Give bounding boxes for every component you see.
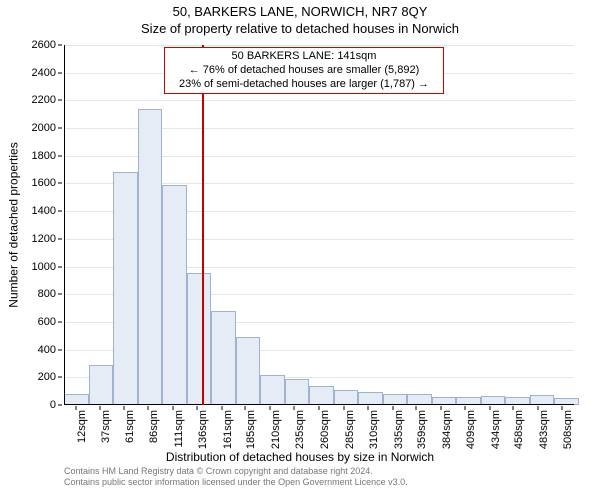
x-tick-label: 310sqm — [368, 410, 380, 449]
x-tick-label: 12sqm — [76, 410, 88, 443]
property-callout-box: 50 BARKERS LANE: 141sqm ← 76% of detache… — [164, 47, 444, 94]
y-tick-label: 400 — [24, 344, 56, 356]
callout-line-3: 23% of semi-detached houses are larger (… — [169, 78, 439, 92]
x-tick-label: 136sqm — [197, 410, 209, 449]
x-tick-label: 61sqm — [124, 410, 136, 443]
y-tick-label: 2000 — [24, 122, 56, 134]
y-tick-label: 1600 — [24, 177, 56, 189]
x-tick-label: 384sqm — [441, 410, 453, 449]
y-tick-label: 1200 — [24, 233, 56, 245]
y-tick-label: 1000 — [24, 261, 56, 273]
histogram-bar — [187, 273, 212, 405]
footer-attribution: Contains HM Land Registry data © Crown c… — [0, 466, 600, 489]
chart-title-main: 50, BARKERS LANE, NORWICH, NR7 8QY — [0, 0, 600, 19]
y-axis-line — [64, 45, 65, 405]
x-tick-label: 335sqm — [393, 410, 405, 449]
histogram-bar — [162, 185, 187, 405]
y-tick-label: 200 — [24, 371, 56, 383]
property-marker-line — [202, 45, 204, 405]
y-axis-label: Number of detached properties — [6, 45, 22, 405]
x-tick-label: 235sqm — [294, 410, 306, 449]
x-tick-label: 260sqm — [319, 410, 331, 449]
y-tick-label: 0 — [24, 399, 56, 411]
histogram-bar — [113, 172, 138, 405]
x-tick-label: 185sqm — [245, 410, 257, 449]
x-tick-label: 37sqm — [100, 410, 112, 443]
x-tick-label: 285sqm — [344, 410, 356, 449]
y-tick-label: 2200 — [24, 94, 56, 106]
footer-line-2: Contains public sector information licen… — [64, 477, 600, 488]
y-tick-label: 2400 — [24, 67, 56, 79]
x-axis-label: Distribution of detached houses by size … — [0, 450, 600, 464]
callout-line-1: 50 BARKERS LANE: 141sqm — [169, 50, 439, 64]
x-tick-label: 483sqm — [538, 410, 550, 449]
y-tick-label: 2600 — [24, 39, 56, 51]
histogram-bar — [236, 337, 261, 405]
histogram-bar — [334, 390, 359, 405]
histogram-bar — [89, 365, 114, 405]
x-tick-label: 359sqm — [416, 410, 428, 449]
x-tick-label: 508sqm — [562, 410, 574, 449]
callout-line-2: ← 76% of detached houses are smaller (5,… — [169, 64, 439, 78]
x-axis-line — [64, 404, 574, 405]
x-axis-ticks: 12sqm 37sqm 61sqm 86sqm 111sqm 136sqm 161sqm 18… — [64, 406, 574, 456]
chart-plot-area: 50 BARKERS LANE: 141sqm ← 76% of detache… — [64, 45, 574, 405]
histogram-bar — [211, 311, 236, 405]
x-tick-label: 434sqm — [490, 410, 502, 449]
histogram-bar — [138, 109, 163, 405]
y-tick-label: 1800 — [24, 150, 56, 162]
chart-title-sub: Size of property relative to detached ho… — [0, 19, 600, 36]
footer-line-1: Contains HM Land Registry data © Crown c… — [64, 466, 600, 477]
x-tick-label: 458sqm — [513, 410, 525, 449]
x-tick-label: 161sqm — [222, 410, 234, 449]
x-tick-label: 409sqm — [465, 410, 477, 449]
histogram-bar — [309, 386, 334, 405]
y-tick-label: 1400 — [24, 205, 56, 217]
x-tick-label: 111sqm — [173, 410, 185, 448]
y-axis-ticks: 0200400600800100012001400160018002000220… — [26, 45, 62, 405]
histogram-bar — [260, 375, 285, 405]
y-tick-label: 600 — [24, 316, 56, 328]
histogram-bar — [285, 379, 310, 405]
y-tick-label: 800 — [24, 288, 56, 300]
x-tick-label: 86sqm — [148, 410, 160, 443]
x-tick-label: 210sqm — [270, 410, 282, 449]
